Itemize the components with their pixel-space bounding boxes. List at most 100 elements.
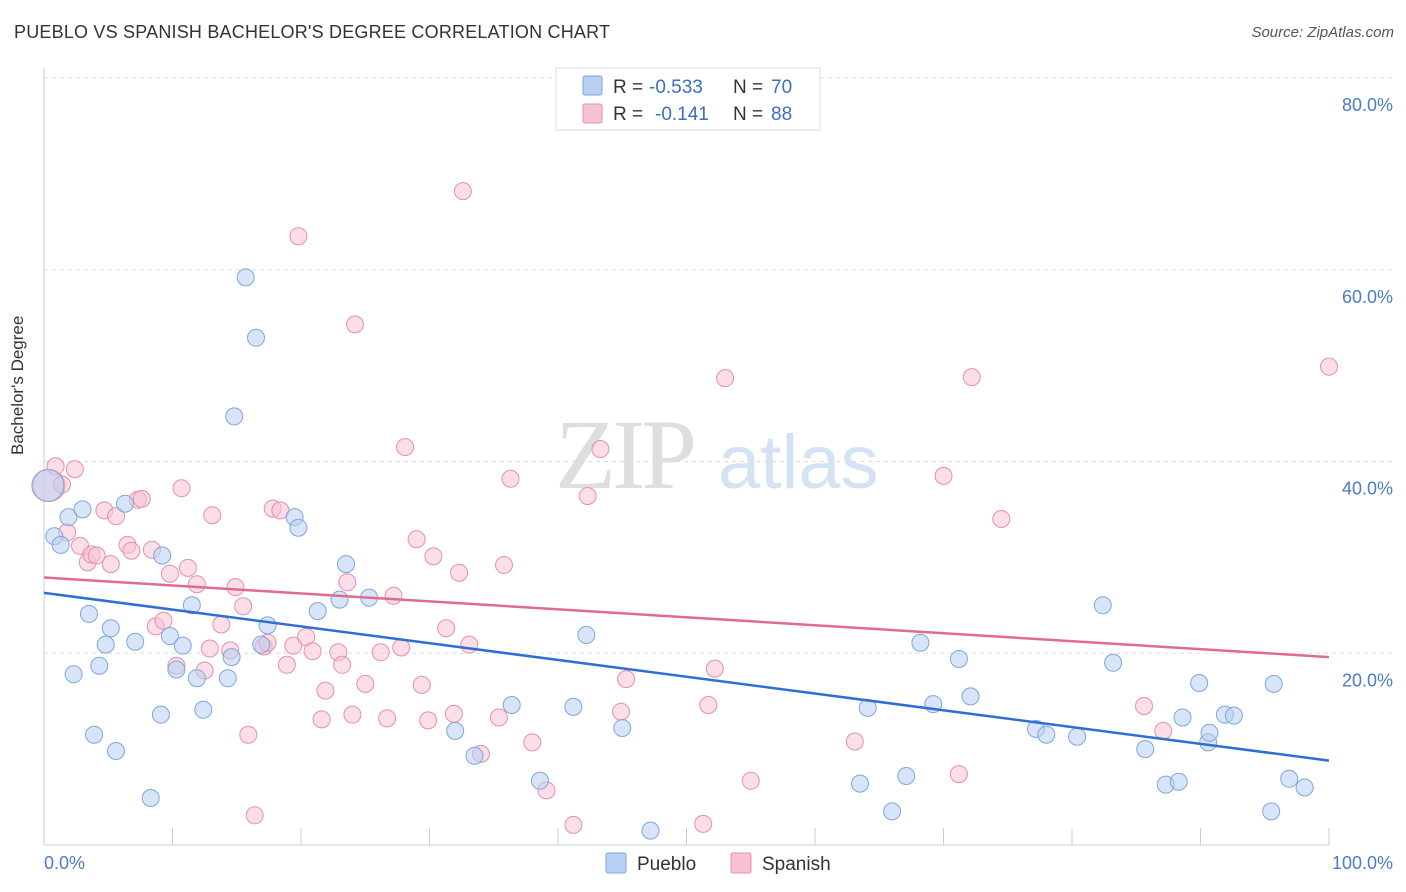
point-pueblo — [961, 687, 980, 706]
point-spanish — [346, 315, 364, 334]
point-pueblo — [1264, 674, 1283, 693]
point-spanish — [333, 655, 352, 674]
point-spanish — [424, 547, 443, 566]
point-spanish — [212, 615, 231, 634]
point-pueblo — [531, 771, 549, 790]
point-pueblo — [1262, 802, 1281, 821]
stats-legend: R = -0.533 N = 70 R = -0.141 N = 88 — [555, 67, 821, 131]
point-pueblo — [1037, 725, 1056, 744]
point-pueblo — [182, 596, 201, 615]
point-pueblo — [465, 746, 484, 765]
series-legend-label-pueblo: Pueblo — [637, 854, 696, 875]
point-pueblo — [194, 700, 213, 719]
point-spanish — [489, 708, 508, 727]
point-pueblo — [502, 696, 521, 714]
point-spanish — [578, 487, 597, 505]
legend-swatch-spanish — [582, 103, 603, 124]
point-spanish — [122, 541, 141, 560]
point-spanish — [1320, 357, 1338, 376]
point-pueblo — [101, 619, 120, 638]
legend-r-label-pueblo: R = — [613, 77, 643, 98]
point-pueblo — [236, 268, 255, 287]
point-pueblo — [116, 494, 134, 513]
watermark-atlas: atlas — [718, 420, 879, 505]
point-spanish — [741, 771, 760, 790]
point-spanish — [934, 466, 953, 485]
point-spanish — [1154, 721, 1173, 740]
point-pueblo — [330, 590, 349, 609]
legend-r-value-pueblo: -0.533 — [649, 77, 703, 98]
point-pueblo — [897, 767, 916, 785]
y-tick-label-80: 80.0% — [1342, 95, 1393, 115]
point-pueblo — [308, 602, 327, 621]
point-spanish — [699, 696, 718, 714]
axes — [43, 68, 1330, 846]
point-spanish — [234, 597, 253, 616]
x-tick-labels: 0.0% 100.0% — [44, 853, 1393, 873]
point-pueblo — [258, 616, 277, 635]
series-legend-swatch-spanish — [730, 852, 752, 874]
point-pueblo — [173, 636, 192, 655]
series-legend-label-spanish: Spanish — [762, 854, 831, 875]
point-spanish — [523, 733, 542, 752]
point-spanish — [384, 586, 403, 605]
point-spanish — [419, 711, 438, 730]
point-pueblo — [187, 669, 206, 688]
point-pueblo — [107, 742, 125, 760]
point-spanish — [132, 489, 151, 508]
legend-swatch-pueblo — [582, 75, 603, 96]
source-label: Source: ZipAtlas.com — [1251, 24, 1394, 41]
point-pueblo — [851, 774, 869, 793]
point-spanish — [962, 368, 981, 387]
point-spanish — [101, 555, 120, 574]
legend-n-value-spanish: 88 — [771, 104, 792, 125]
point-spanish — [187, 575, 206, 594]
watermark: ZIP atlas — [555, 399, 879, 510]
point-spanish — [289, 227, 308, 246]
point-pueblo — [51, 535, 70, 554]
data-points — [31, 182, 1338, 840]
point-pueblo — [1295, 778, 1314, 797]
point-pueblo — [96, 635, 115, 654]
point-pueblo — [641, 821, 660, 840]
y-tick-label-40: 40.0% — [1342, 479, 1393, 499]
legend-n-value-pueblo: 70 — [771, 77, 792, 98]
point-spanish — [694, 814, 713, 833]
point-spanish — [239, 725, 258, 744]
point-pueblo — [247, 328, 265, 347]
watermark-zip: ZIP — [555, 399, 693, 510]
y-tick-labels: 20.0% 40.0% 60.0% 80.0% — [1342, 95, 1393, 690]
series-legend-swatch-pueblo — [605, 852, 627, 874]
point-spanish — [437, 619, 456, 638]
point-pueblo — [160, 627, 179, 645]
point-pueblo — [153, 546, 172, 565]
point-pueblo — [949, 650, 968, 668]
point-pueblo — [151, 705, 170, 724]
point-pueblo — [31, 469, 65, 502]
point-spanish — [378, 709, 397, 728]
point-spanish — [412, 675, 431, 694]
x-tick-label-right: 100.0% — [1332, 853, 1393, 873]
legend-r-value-spanish: -0.141 — [655, 104, 709, 125]
point-spanish — [407, 530, 426, 549]
point-spanish — [160, 564, 179, 583]
point-spanish — [284, 636, 303, 655]
point-pueblo — [225, 407, 244, 426]
point-spanish — [343, 705, 362, 724]
gridlines — [44, 77, 1393, 654]
point-pueblo — [446, 721, 465, 740]
point-spanish — [1135, 697, 1153, 715]
point-pueblo — [1104, 653, 1123, 672]
point-pueblo — [337, 555, 355, 574]
point-pueblo — [73, 500, 92, 519]
point-spanish — [949, 765, 968, 784]
point-spanish — [65, 460, 84, 479]
point-pueblo — [59, 508, 78, 527]
point-spanish — [154, 611, 173, 630]
point-spanish — [845, 732, 864, 751]
point-spanish — [501, 469, 520, 488]
point-pueblo — [1200, 723, 1219, 742]
point-spanish — [617, 670, 636, 689]
point-spanish — [303, 642, 322, 661]
